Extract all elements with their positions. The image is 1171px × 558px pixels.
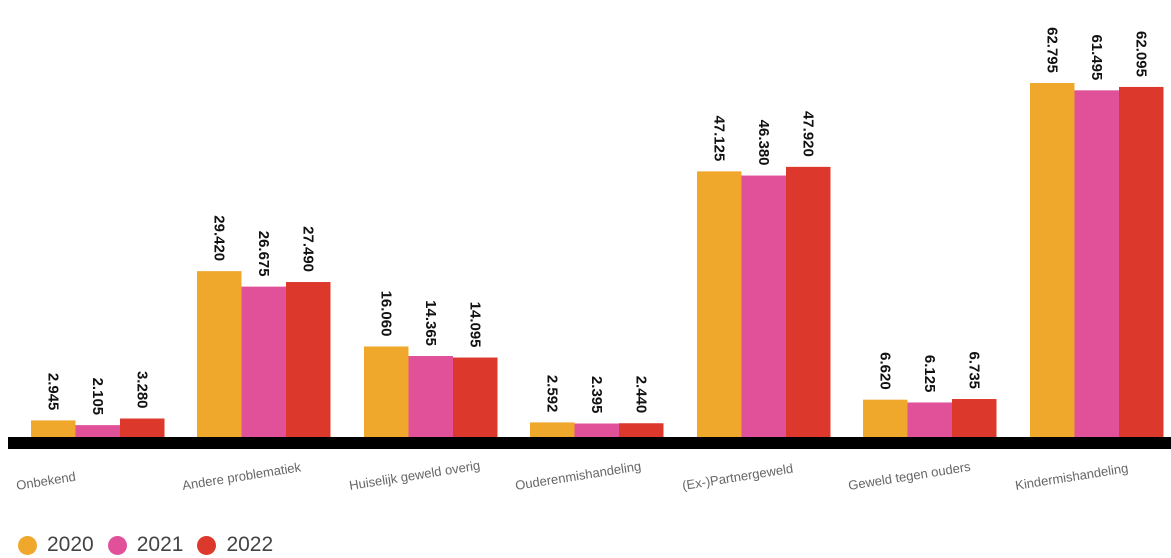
legend-label-2021: 2021: [136, 533, 184, 556]
bar-2022-6[interactable]: [1119, 86, 1164, 438]
value-label-2021-2: 14.365: [422, 300, 439, 346]
legend-swatch-2021: [107, 535, 127, 555]
bar-2022-4[interactable]: [786, 166, 831, 437]
value-label-2022-6: 62.095: [1132, 31, 1149, 77]
legend-swatch-2022: [197, 535, 217, 555]
bar-2020-6[interactable]: [1030, 83, 1075, 437]
value-label-2020-1: 29.420: [210, 215, 227, 261]
value-label-2022-4: 47.920: [799, 111, 816, 157]
category-label-2: Huiselijk geweld overig: [348, 457, 481, 493]
bar-2021-2[interactable]: [408, 356, 454, 437]
legend-item-2021[interactable]: 2021: [107, 533, 184, 557]
bar-2021-1[interactable]: [241, 286, 287, 437]
bar-2022-5[interactable]: [952, 399, 997, 437]
value-label-2021-3: 2.395: [588, 376, 605, 414]
value-label-2020-4: 47.125: [710, 115, 727, 161]
bar-2022-3[interactable]: [619, 423, 664, 437]
bar-2020-1[interactable]: [197, 271, 242, 437]
legend-label-2020: 2020: [47, 533, 94, 556]
bar-2020-2[interactable]: [364, 346, 409, 437]
value-label-2020-6: 62.795: [1043, 27, 1060, 73]
value-label-2021-5: 6.125: [921, 355, 938, 393]
value-label-2021-1: 26.675: [255, 231, 272, 277]
value-label-2021-6: 61.495: [1088, 34, 1105, 80]
value-label-2020-2: 16.060: [377, 291, 394, 337]
category-label-0: Onbekend: [15, 469, 77, 493]
bar-2021-4[interactable]: [741, 175, 787, 437]
bar-2020-4[interactable]: [697, 171, 742, 437]
value-label-2022-2: 14.095: [466, 302, 483, 348]
value-label-2020-3: 2.592: [543, 375, 560, 413]
x-axis-baseline: [8, 437, 1171, 449]
value-label-2022-1: 27.490: [299, 226, 316, 272]
bar-2021-0[interactable]: [75, 425, 121, 437]
bar-2021-6[interactable]: [1074, 90, 1120, 437]
bar-2020-5[interactable]: [863, 399, 908, 437]
category-label-4: (Ex-)Partnergeweld: [681, 461, 794, 493]
bar-2021-5[interactable]: [907, 402, 953, 437]
legend-swatch-2020: [18, 535, 37, 555]
value-label-2021-4: 46.380: [755, 120, 772, 166]
legend-item-2020[interactable]: 2020: [18, 533, 94, 557]
value-label-2020-5: 6.620: [876, 352, 893, 390]
category-label-1: Andere problematiek: [181, 459, 302, 493]
legend-item-2022[interactable]: 2022: [197, 533, 273, 557]
value-label-2022-3: 2.440: [632, 376, 649, 414]
bar-2022-2[interactable]: [453, 357, 498, 437]
category-label-6: Kindermishandeling: [1014, 460, 1129, 493]
legend: 2020 2021 2022: [18, 532, 287, 558]
category-label-3: Ouderenmishandeling: [514, 458, 642, 493]
category-label-5: Geweld tegen ouders: [847, 459, 972, 493]
value-label-2021-0: 2.105: [89, 378, 106, 416]
bar-2021-3[interactable]: [574, 423, 620, 437]
bar-2022-0[interactable]: [120, 418, 165, 437]
bar-chart: 2.945 2.105 3.280 Onbekend 29.420 26.675 27.49…: [8, 27, 1171, 493]
value-label-2022-0: 3.280: [133, 371, 150, 409]
bar-2020-0[interactable]: [31, 420, 76, 437]
bar-2022-1[interactable]: [286, 282, 331, 437]
value-label-2022-5: 6.735: [965, 351, 982, 389]
bar-2020-3[interactable]: [530, 422, 575, 437]
legend-label-2022: 2022: [226, 533, 274, 556]
value-label-2020-0: 2.945: [44, 373, 61, 411]
